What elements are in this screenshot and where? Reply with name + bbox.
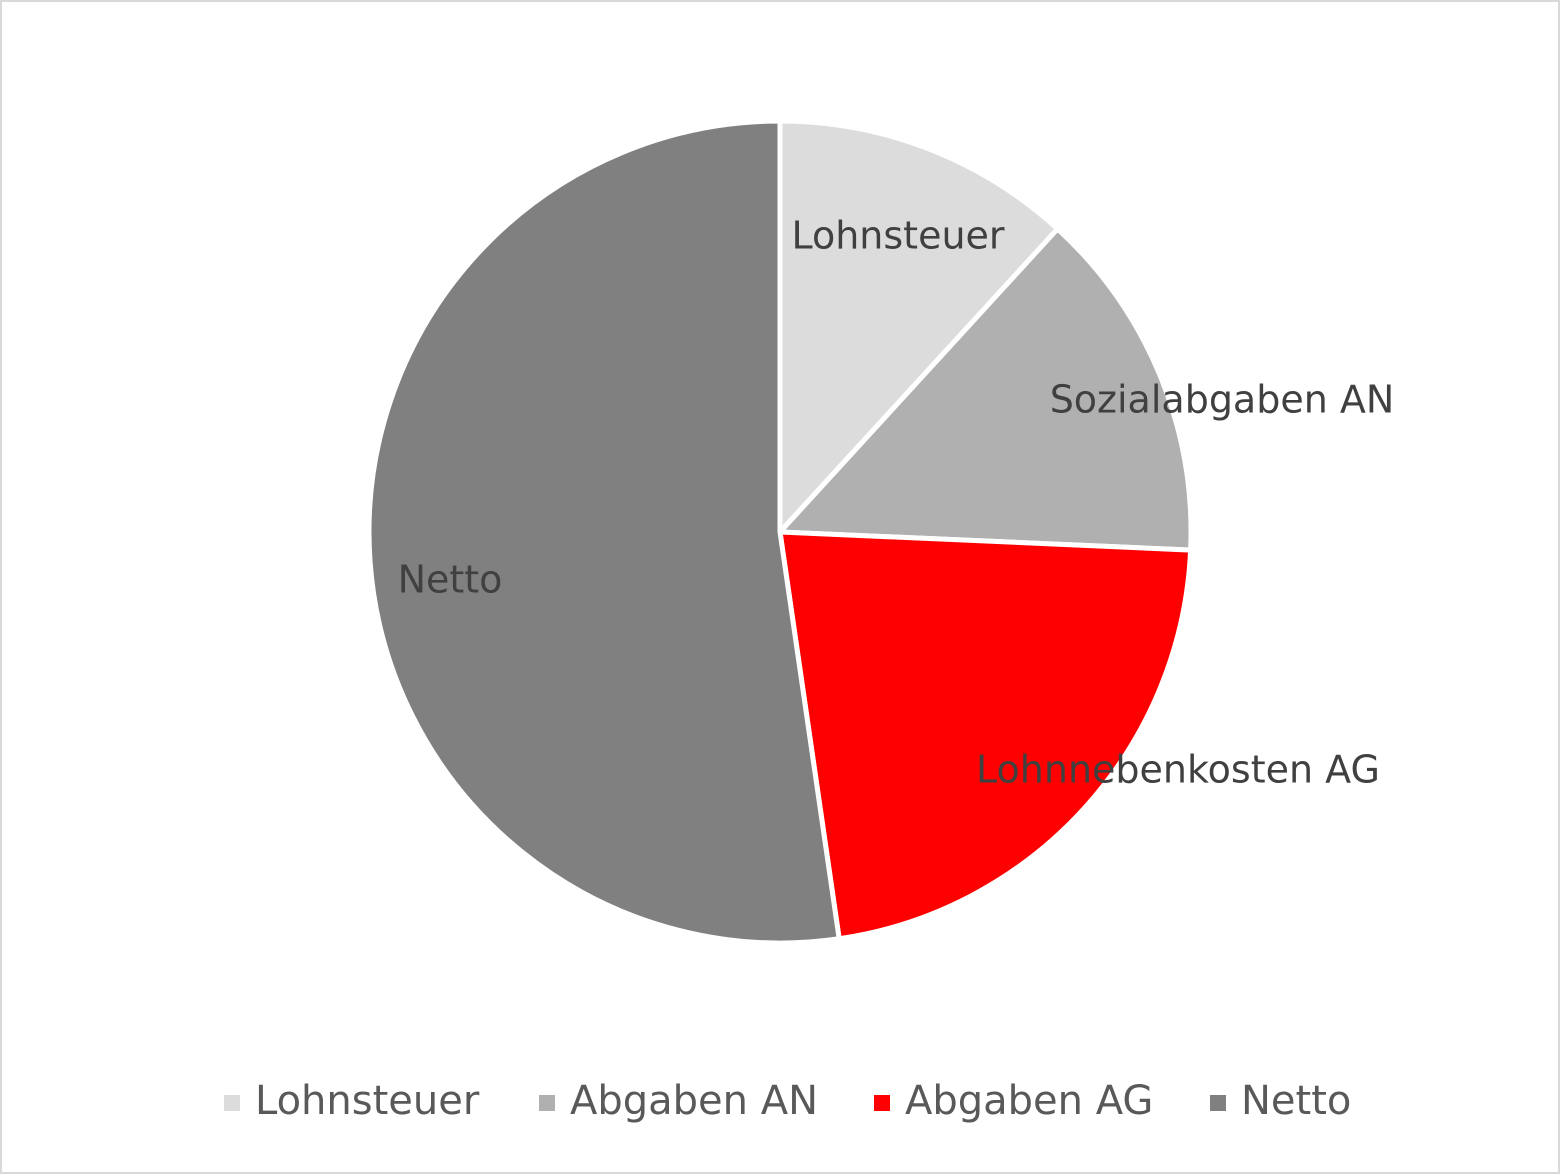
data-label: Lohnsteuer	[791, 214, 1004, 258]
pie-slice	[777, 529, 1194, 942]
legend-label: Netto	[1241, 1078, 1351, 1124]
data-label: Sozialabgaben AN	[1050, 378, 1395, 422]
legend-marker	[1210, 1095, 1226, 1111]
pie-slice	[366, 118, 843, 946]
legend-marker	[224, 1095, 240, 1111]
pie-slice	[774, 225, 1194, 553]
legend-marker	[539, 1095, 555, 1111]
legend-marker	[874, 1095, 890, 1111]
legend-label: Abgaben AG	[905, 1078, 1153, 1124]
data-label: Netto	[398, 558, 503, 602]
pie-slice	[777, 118, 1062, 539]
data-label: Lohnnebenkosten AG	[976, 748, 1380, 792]
legend-label: Abgaben AN	[570, 1078, 818, 1124]
legend-label: Lohnsteuer	[255, 1078, 480, 1124]
